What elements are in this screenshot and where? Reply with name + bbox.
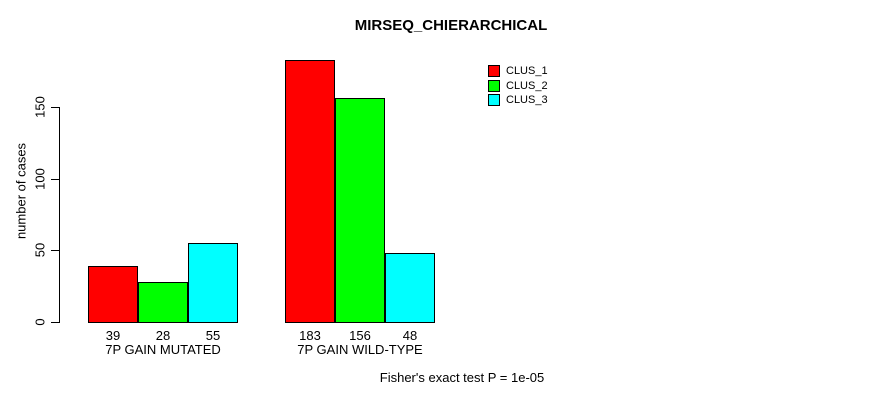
bar-value-label: 55 [205, 328, 221, 343]
bar-clus_1-1 [88, 266, 138, 323]
bar-value-label: 156 [349, 328, 371, 343]
y-tick-label: 150 [32, 96, 48, 118]
y-axis-line [59, 107, 60, 323]
y-tick-mark [51, 322, 59, 323]
legend-swatch-icon [488, 64, 500, 77]
y-tick-mark [51, 250, 59, 251]
bar-value-label: 28 [155, 328, 171, 343]
legend-swatch-icon [488, 79, 500, 92]
y-tick-label: 0 [32, 318, 48, 326]
chart-title: MIRSEQ_CHIERARCHICAL [354, 17, 548, 34]
y-tick-mark [51, 179, 59, 180]
legend-label: CLUS_1 [506, 64, 548, 77]
bar-clus_3-1 [188, 243, 238, 323]
legend-item-clus_2: CLUS_2 [488, 79, 548, 92]
bar-clus_1-2 [285, 60, 335, 323]
bar-value-label: 48 [402, 328, 418, 343]
footnote-pvalue: Fisher's exact test P = 1e-05 [379, 370, 545, 385]
bar-clus_2-1 [138, 282, 188, 323]
y-tick-label: 100 [32, 168, 48, 190]
bar-clus_3-2 [385, 253, 435, 323]
category-label: 7P GAIN MUTATED [105, 342, 221, 357]
bar-value-label: 39 [105, 328, 121, 343]
y-tick-mark [51, 107, 59, 108]
y-tick-label: 50 [32, 242, 48, 258]
legend-label: CLUS_2 [506, 79, 548, 92]
bar-clus_2-2 [335, 98, 385, 323]
category-label: 7P GAIN WILD-TYPE [297, 342, 423, 357]
legend-swatch-icon [488, 93, 500, 106]
legend-item-clus_3: CLUS_3 [488, 93, 548, 106]
legend-label: CLUS_3 [506, 93, 548, 106]
legend-item-clus_1: CLUS_1 [488, 64, 548, 77]
bar-value-label: 183 [299, 328, 321, 343]
y-axis-label: number of cases [13, 142, 29, 240]
